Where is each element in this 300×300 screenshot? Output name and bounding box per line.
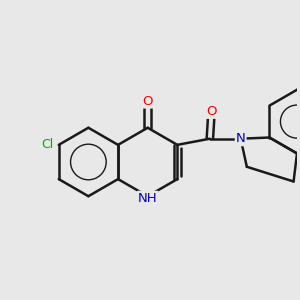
Text: N: N <box>236 132 245 145</box>
Text: O: O <box>142 94 153 107</box>
Text: O: O <box>206 105 217 118</box>
Text: NH: NH <box>138 192 158 205</box>
Text: Cl: Cl <box>41 138 53 152</box>
